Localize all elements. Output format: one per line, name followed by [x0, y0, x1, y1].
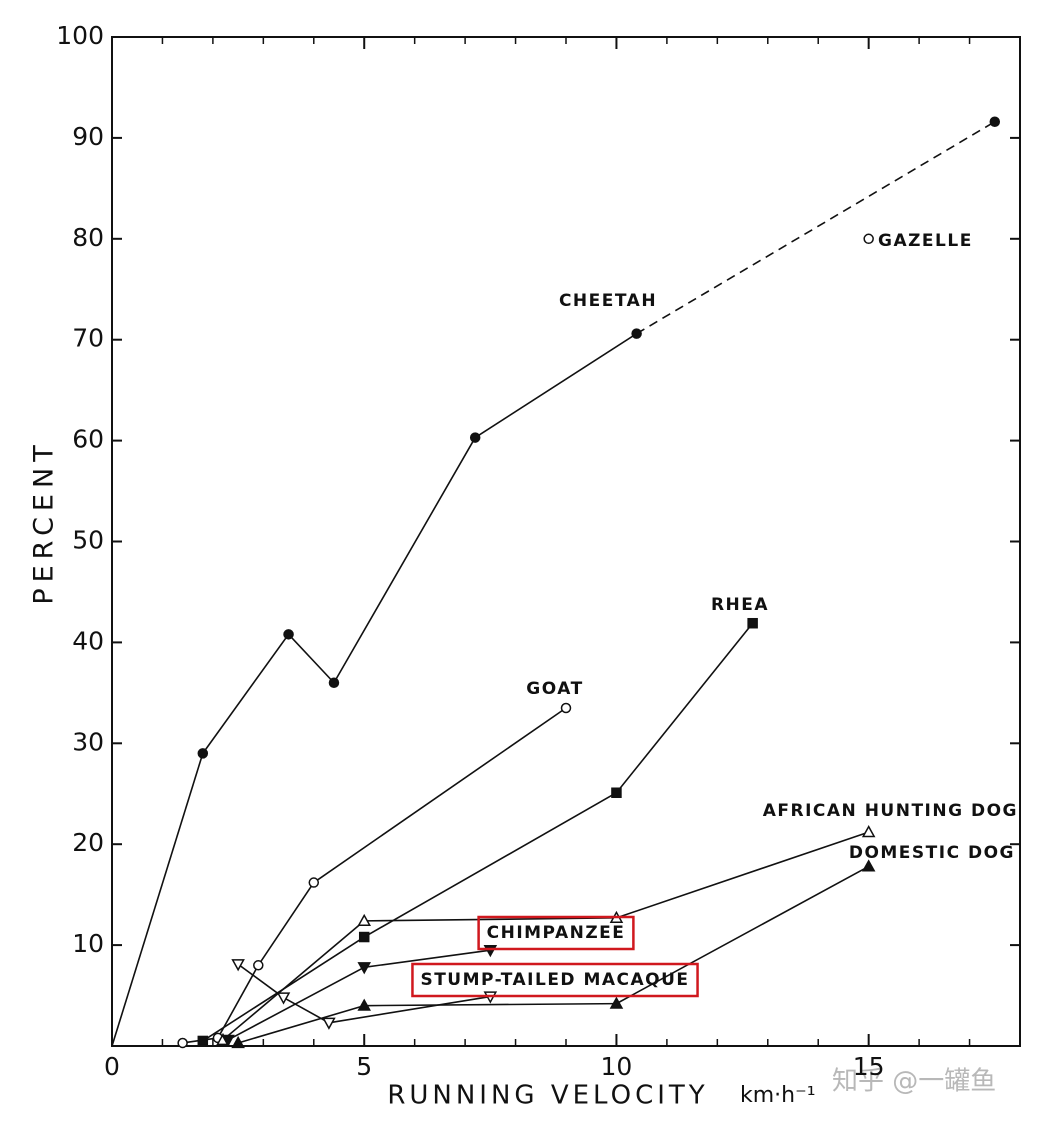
marker [357, 913, 371, 927]
marker [231, 1035, 245, 1049]
marker [177, 1037, 188, 1049]
series-label: RHEA [711, 595, 769, 615]
series-line [364, 949, 491, 969]
marker [469, 432, 481, 443]
series-line [237, 963, 284, 999]
y-tick-label: 50 [72, 526, 104, 555]
marker [609, 996, 624, 1009]
series-line [636, 121, 996, 335]
marker [631, 328, 642, 339]
series-label: GAZELLE [878, 231, 973, 251]
marker [989, 116, 1001, 128]
marker [283, 629, 294, 640]
x-tick-label: 5 [356, 1052, 372, 1081]
y-tick-label: 70 [72, 324, 104, 353]
series-line [222, 920, 365, 1041]
y-tick-label: 20 [72, 828, 104, 857]
series-label: STUMP-TAILED MACAQUE [420, 970, 689, 990]
marker [861, 825, 876, 838]
series-line [364, 1002, 617, 1007]
y-tick-label: 80 [72, 223, 104, 252]
series-line [202, 633, 290, 754]
marker [253, 960, 264, 971]
series-line [237, 1004, 365, 1044]
y-tick-label: 10 [72, 929, 104, 958]
series-line [283, 996, 330, 1024]
marker [197, 748, 209, 759]
marker [358, 931, 370, 943]
marker [357, 962, 371, 975]
x-tick-label: 0 [104, 1052, 120, 1081]
x-tick-label: 15 [853, 1052, 885, 1081]
x-axis-title: RUNNING VELOCITY [387, 1081, 708, 1111]
marker [221, 1034, 235, 1047]
series-line [111, 753, 204, 1047]
y-tick-label: 30 [72, 727, 104, 756]
marker [747, 617, 758, 629]
y-tick-label: 40 [72, 626, 104, 655]
series-line [616, 831, 869, 919]
watermark: 知乎 @一罐鱼 [832, 1067, 996, 1097]
marker [328, 677, 340, 689]
series-line [328, 995, 491, 1024]
marker [357, 998, 371, 1011]
series-label: CHIMPANZEE [487, 923, 626, 943]
series-line [313, 707, 567, 884]
series-line [182, 1037, 219, 1044]
marker [276, 992, 291, 1005]
y-tick-label: 60 [72, 425, 104, 454]
plot-frame [111, 36, 1021, 1047]
series-label: AFRICAN HUNTING DOG [763, 801, 1018, 821]
series-line [257, 882, 315, 966]
marker [611, 787, 622, 798]
series-label: DOMESTIC DOG [849, 843, 1015, 863]
series-line [287, 633, 335, 684]
series-line [474, 332, 638, 439]
series-line [227, 966, 365, 1041]
marker [308, 877, 320, 888]
y-tick-label: 100 [56, 21, 104, 50]
series-line [364, 917, 617, 922]
series-line [616, 865, 870, 1005]
series-label: GOAT [526, 679, 583, 699]
x-axis-unit: km·h⁻¹ [740, 1083, 816, 1108]
series-label: CHEETAH [559, 291, 657, 311]
highlight-box [411, 962, 699, 998]
series-line [217, 964, 259, 1039]
x-tick-label: 10 [601, 1052, 633, 1081]
series-line [363, 792, 617, 938]
series-line [333, 437, 476, 684]
marker [863, 233, 874, 245]
highlight-box [477, 915, 635, 951]
marker [560, 702, 572, 714]
y-tick-label: 90 [72, 122, 104, 151]
y-axis-title: PERCENT [29, 439, 60, 604]
marker [861, 859, 876, 872]
series-line [615, 622, 754, 794]
marker [231, 959, 245, 972]
marker [322, 1017, 336, 1030]
